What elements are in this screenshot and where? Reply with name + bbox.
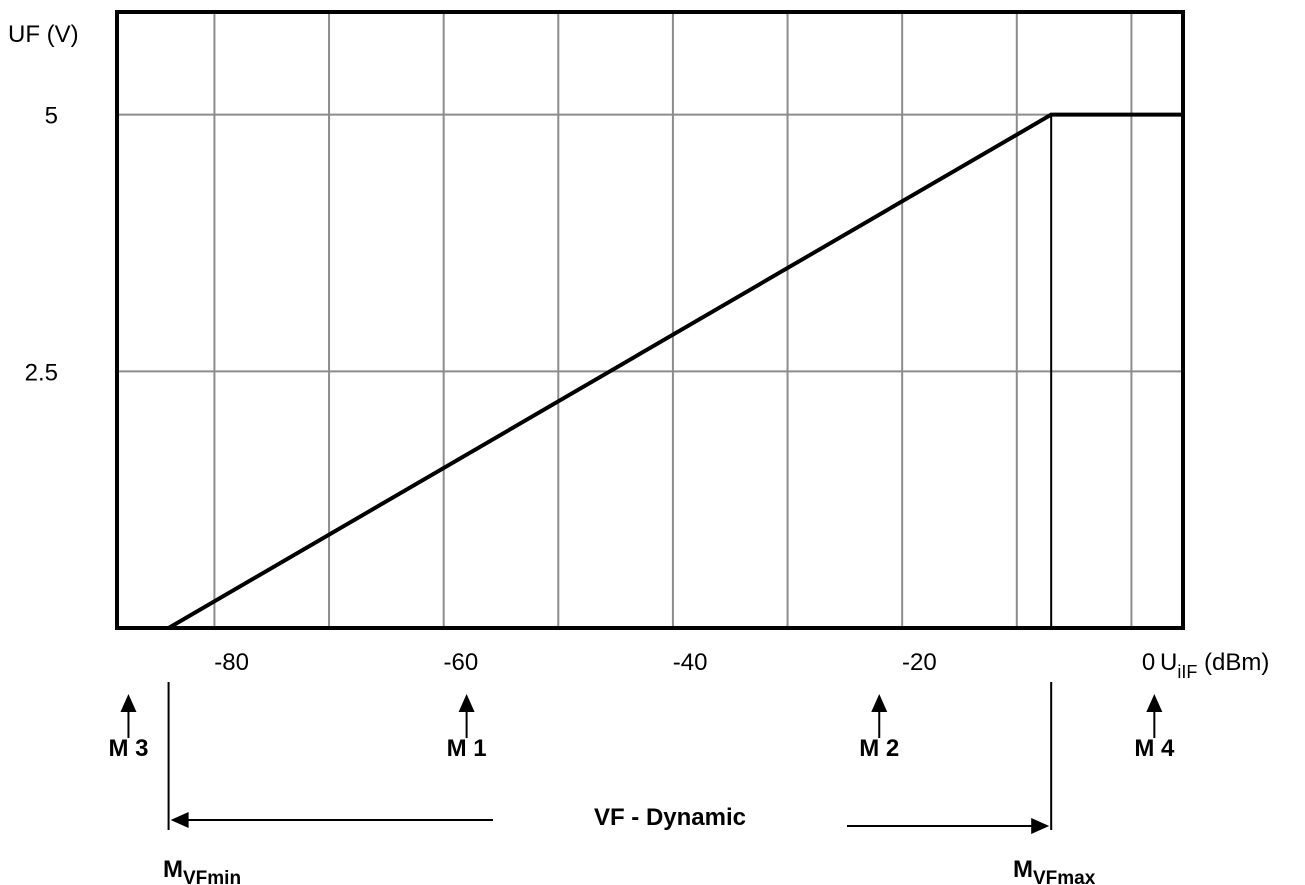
marker-label: M 3 — [108, 735, 148, 762]
x-axis-label: UiIF (dBm) — [1160, 649, 1269, 682]
x-tick-label: -60 — [444, 649, 479, 676]
vf-min-label: MVFmin — [163, 856, 241, 885]
dynamic-arrowhead-left — [170, 812, 189, 828]
x-tick-label: -40 — [673, 649, 708, 676]
x-axis-label-unit: (dBm) — [1197, 649, 1269, 676]
vf-max-label-main: M — [1013, 856, 1033, 883]
grid-lines — [117, 12, 1183, 628]
dynamic-range: VF - Dynamic MVFmin MVFmax — [163, 682, 1096, 885]
x-tick-label: -80 — [214, 649, 249, 676]
x-axis-label-main: U — [1160, 649, 1177, 676]
y-tick-labels: 2.55 — [25, 103, 58, 387]
y-tick-label: 2.5 — [25, 359, 58, 386]
dynamic-range-label: VF - Dynamic — [594, 804, 746, 831]
plot-frame — [115, 10, 1185, 630]
vf-max-label-sub: VFmax — [1033, 868, 1096, 885]
dynamic-arrowhead-right — [1031, 818, 1050, 834]
marker-label: M 4 — [1134, 735, 1175, 762]
data-marks — [167, 112, 1183, 630]
marker-arrow-head — [120, 694, 137, 712]
marker-arrow-head — [871, 694, 888, 712]
vf-min-label-sub: VFmin — [183, 868, 241, 885]
y-tick-label: 5 — [45, 103, 58, 130]
marker-label: M 2 — [859, 735, 899, 762]
marker-label: M 1 — [447, 735, 487, 762]
y-axis-label: UF (V) — [8, 21, 79, 48]
vf-max-label: MVFmax — [1013, 856, 1096, 885]
marker-arrows: M 3 M 1 M 2 M 4 — [108, 694, 1175, 762]
marker-arrow-head — [1146, 694, 1163, 712]
x-tick-label: 0 — [1142, 649, 1155, 676]
x-tick-labels: -80 -60 -40 -20 0 — [214, 649, 1155, 676]
x-tick-label: -20 — [902, 649, 937, 676]
vf-min-label-main: M — [163, 856, 183, 883]
x-axis-label-sub: iIF — [1177, 662, 1197, 682]
marker-arrow-head — [458, 694, 475, 712]
